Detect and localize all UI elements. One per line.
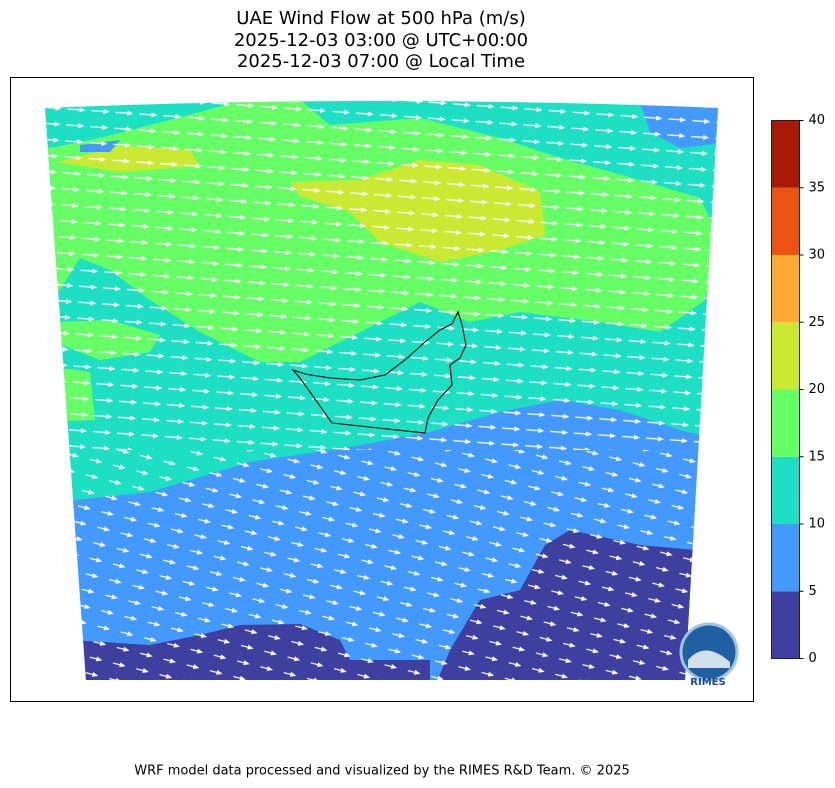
title-line: 2025-12-03 07:00 @ Local Time [237, 51, 525, 72]
colorbar-frame [771, 120, 800, 659]
colorbar-segment [771, 322, 800, 390]
tick-label: 30 [809, 248, 826, 263]
colorbar-segment [771, 120, 800, 188]
logo-wave [688, 650, 730, 668]
colorbar-segment [771, 255, 800, 323]
footer: WRF model data processed and visualized … [134, 764, 630, 779]
logo: RIMES [679, 622, 739, 688]
wind-arrows [45, 450, 718, 680]
map-frame [10, 77, 754, 702]
tick-label: 10 [809, 517, 826, 532]
wind-arrows [45, 101, 718, 450]
colorbar-segment [771, 187, 800, 255]
tick-label: 40 [809, 113, 826, 128]
colorbar-segment [771, 591, 800, 659]
country-outline [291, 310, 467, 434]
wind-field [45, 101, 718, 680]
tick-label: 25 [809, 315, 826, 330]
tick-label: 0 [809, 651, 817, 666]
tick-label: 20 [809, 382, 826, 397]
tick-label: 15 [809, 449, 826, 464]
colorbar-segment [771, 389, 800, 457]
logo-label: RIMES [690, 677, 725, 688]
colorbar: 0 5 10 15 20 25 30 35 40 [771, 113, 826, 666]
colorbar-segment [771, 456, 800, 524]
tick-label: 35 [809, 180, 826, 195]
colorbar-segment [771, 524, 800, 592]
tick-label: 5 [809, 584, 817, 599]
title-line: 2025-12-03 03:00 @ UTC+00:00 [234, 30, 528, 51]
title-line: UAE Wind Flow at 500 hPa (m/s) [236, 8, 525, 29]
